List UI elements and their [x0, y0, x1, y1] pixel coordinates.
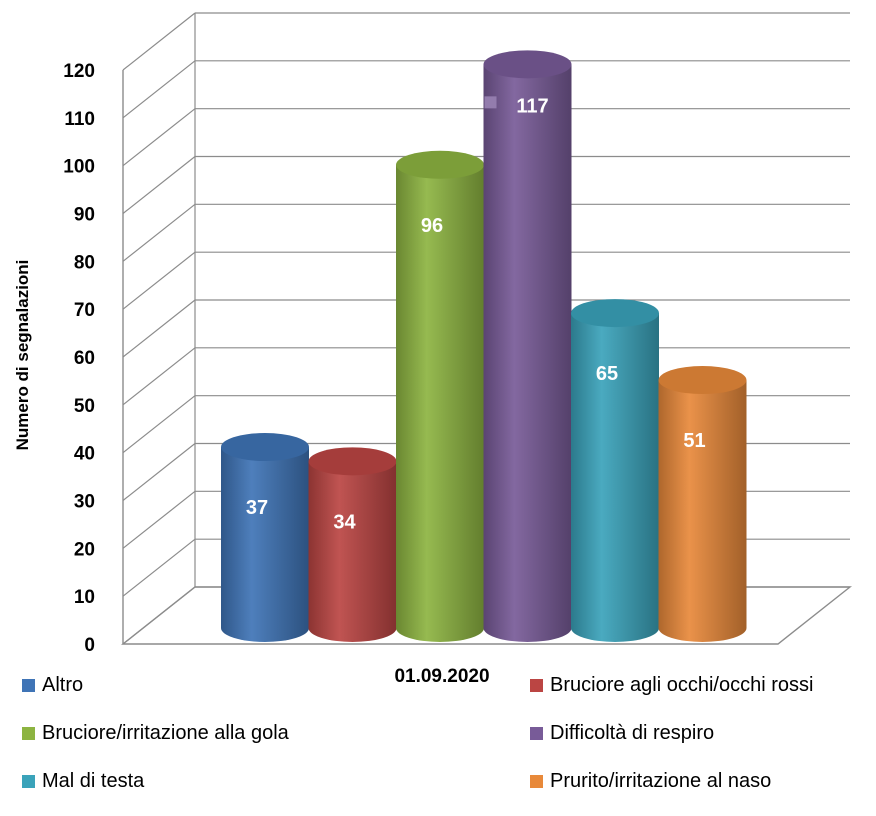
legend: Altro Bruciore agli occhi/occhi rossi Bruc…	[22, 674, 862, 814]
bar-4: 117	[483, 50, 572, 643]
y-tick-label: 0	[84, 635, 95, 656]
bar-top	[571, 299, 659, 328]
y-tick-label: 60	[74, 348, 95, 369]
bar-6: 51	[658, 366, 747, 642]
legend-label: Prurito/irritazione al naso	[550, 770, 772, 792]
y-tick-label: 120	[63, 61, 95, 82]
legend-label: Difficoltà di respiro	[550, 722, 715, 744]
bar-top	[658, 366, 747, 395]
x-axis-category-label: 01.09.2020	[394, 666, 489, 687]
legend-swatch	[530, 775, 543, 788]
bar-3: 96	[396, 150, 484, 643]
bar-body	[658, 380, 747, 642]
bar-1: 37	[221, 433, 309, 642]
legend-label: Bruciore/irritazione alla gola	[42, 722, 289, 744]
legend-swatch	[22, 775, 35, 788]
y-tick-label: 70	[74, 300, 95, 321]
bar-body	[571, 313, 659, 642]
bar-top	[483, 50, 572, 79]
bar-body	[308, 461, 397, 642]
legend-item: Difficoltà di respiro	[530, 722, 714, 745]
y-tick-label: 30	[74, 492, 95, 513]
data-label: 34	[333, 511, 356, 533]
bar-body	[221, 447, 309, 642]
data-label: 117	[516, 95, 548, 117]
bar-top	[308, 447, 397, 476]
legend-item: Prurito/irritazione al naso	[530, 770, 771, 793]
y-axis-ticks: 0 10 20 30 40 50 60 70 80 90 100 110 120	[63, 61, 95, 656]
legend-item: Mal di testa	[22, 770, 144, 793]
bar-top	[396, 150, 484, 179]
bar-body	[396, 164, 484, 643]
bar-body	[483, 64, 572, 643]
bar-5: 65	[571, 299, 659, 642]
data-label-marker	[484, 96, 497, 109]
y-tick-label: 90	[74, 205, 95, 226]
y-tick-label: 40	[74, 444, 95, 465]
legend-item: Bruciore/irritazione alla gola	[22, 722, 289, 745]
legend-swatch	[530, 727, 543, 740]
legend-item: Bruciore agli occhi/occhi rossi	[530, 674, 813, 697]
legend-label: Mal di testa	[42, 770, 145, 792]
data-label: 65	[596, 363, 618, 385]
data-label: 51	[683, 430, 705, 452]
legend-swatch	[22, 727, 35, 740]
bars: 37 34 96 117 65 51	[221, 50, 747, 643]
chart: 0 10 20 30 40 50 60 70 80 90 100 110 120 37 34 96 117 65…	[13, 12, 853, 687]
legend-swatch	[530, 679, 543, 692]
bar-2: 34	[308, 447, 397, 642]
legend-label: Altro	[42, 674, 84, 696]
legend-item: Altro	[22, 674, 83, 697]
y-tick-label: 10	[74, 587, 95, 608]
y-tick-label: 20	[74, 539, 95, 560]
y-tick-label: 80	[74, 252, 95, 273]
legend-swatch	[22, 679, 35, 692]
y-tick-label: 100	[63, 157, 95, 178]
y-axis-label: Numero di segnalazioni	[13, 260, 32, 451]
legend-label: Bruciore agli occhi/occhi rossi	[550, 674, 814, 696]
y-tick-label: 110	[64, 109, 95, 130]
data-label: 96	[421, 215, 443, 237]
data-label: 37	[246, 497, 268, 519]
y-tick-label: 50	[74, 396, 95, 417]
bar-top	[221, 433, 309, 462]
